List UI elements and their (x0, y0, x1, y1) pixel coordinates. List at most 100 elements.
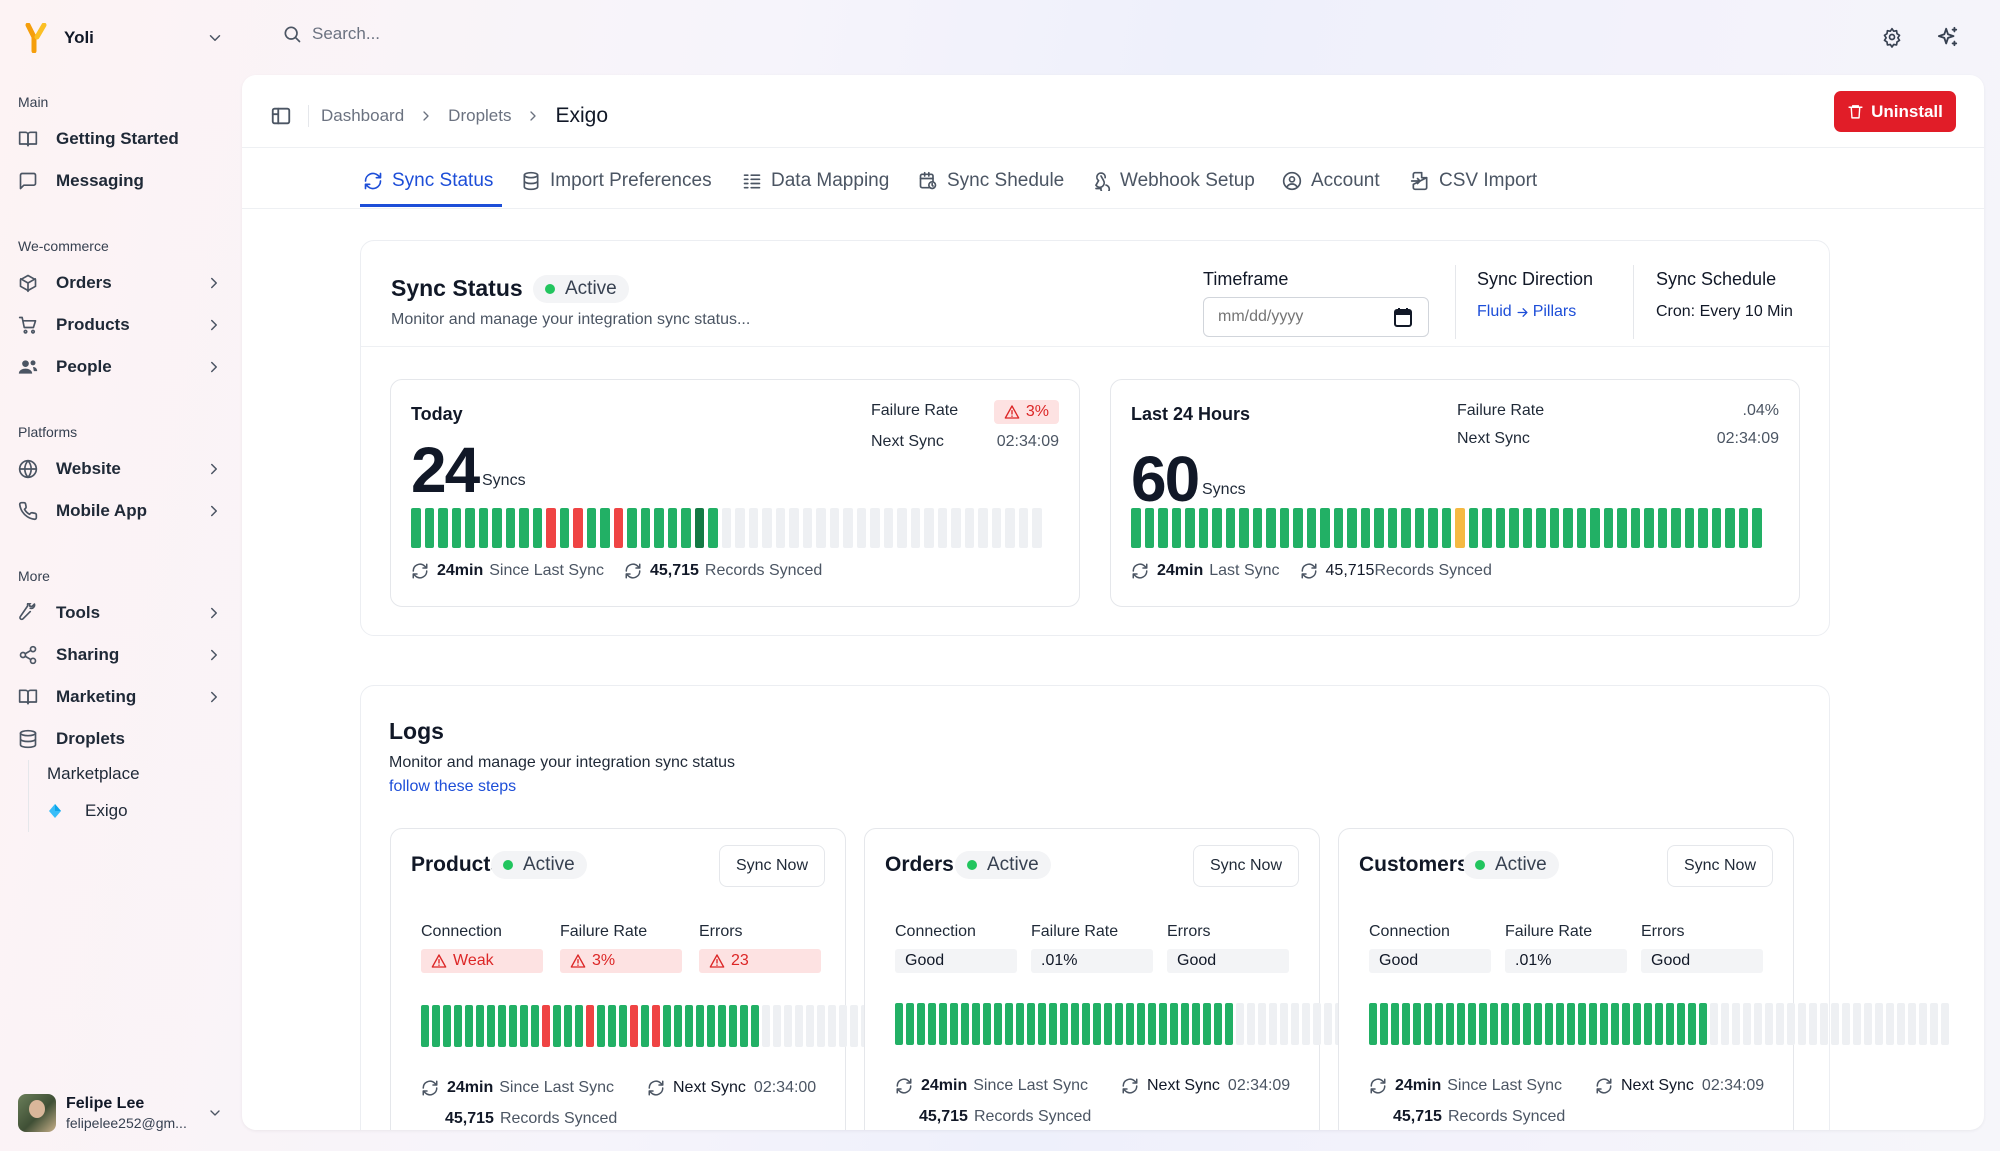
errors-label: Errors (1167, 923, 1211, 940)
tab-label: CSV Import (1439, 170, 1538, 191)
tab-label: Webhook Setup (1120, 170, 1255, 191)
search-bar[interactable]: Search... (282, 24, 380, 44)
sidebar-item-people[interactable]: People (18, 350, 223, 384)
sync-bar (895, 1003, 903, 1045)
sync-now-button[interactable]: Sync Now (718, 845, 825, 887)
sync-bar (1738, 508, 1748, 548)
refresh-icon (648, 1080, 664, 1096)
sync-bar (1239, 508, 1249, 548)
sync-bar (546, 508, 556, 548)
sync-bar (597, 1005, 605, 1047)
today-next-value: 02:34:09 (996, 433, 1059, 450)
sync-bar (850, 1005, 858, 1047)
sync-bar (487, 1005, 495, 1047)
uninstall-button[interactable]: Uninstall (1834, 91, 1956, 132)
sync-bar (1545, 1003, 1553, 1045)
logs-card: Logs Monitor and manage your integration… (360, 685, 1949, 1130)
sync-bar (1853, 1003, 1861, 1045)
tab-sync-status[interactable]: Sync Status (363, 163, 493, 199)
chevron-right-icon (211, 649, 217, 661)
sidebar-item-label: Mobile App (56, 501, 147, 520)
sync-bar (906, 1003, 914, 1045)
sync-now-button[interactable]: Sync Now (1192, 845, 1299, 887)
sync-bar (619, 1005, 627, 1047)
database-icon (523, 171, 539, 191)
sync-now-button[interactable]: Sync Now (1666, 845, 1773, 887)
sync-bar (542, 1005, 550, 1047)
tab-account[interactable]: Account (1282, 163, 1380, 199)
tab-sync-schedule[interactable]: Sync Shedule (918, 163, 1064, 199)
tab-csv-import[interactable]: CSV Import (1410, 163, 1537, 199)
sync-bar (1820, 1003, 1828, 1045)
sync-bar (816, 508, 826, 548)
since-label: Since Last Sync (489, 562, 604, 579)
follow-steps-link[interactable]: follow these steps (389, 778, 517, 795)
log-card-title: Products (411, 853, 503, 876)
sync-bar (924, 508, 934, 548)
tab-data-mapping[interactable]: Data Mapping (742, 163, 889, 199)
sidebar-item-marketplace[interactable]: Marketplace (47, 764, 140, 783)
sync-bar (1005, 508, 1015, 548)
refresh-icon (1122, 1078, 1138, 1094)
sync-bar (443, 1005, 451, 1047)
sync-bar (789, 508, 799, 548)
sync-bar (553, 1005, 561, 1047)
chevron-down-icon (209, 35, 221, 41)
tab-webhook-setup[interactable]: Webhook Setup (1091, 163, 1255, 199)
sidebar-item-droplets[interactable]: Droplets (18, 722, 223, 756)
sidebar-item-exigo[interactable]: Exigo (47, 801, 128, 821)
settings-gear-icon[interactable] (1882, 26, 1902, 48)
sidebar-item-getting-started[interactable]: Getting Started (18, 122, 223, 156)
sync-bar (1060, 1003, 1068, 1045)
warning-triangle-icon (431, 954, 447, 968)
last24-failure-label: Failure Rate (1457, 402, 1545, 419)
sync-bar (674, 1005, 682, 1047)
sync-bar (1049, 1003, 1057, 1045)
breadcrumb-droplets[interactable]: Droplets (448, 106, 512, 125)
records-label: Records Synced (704, 562, 823, 579)
sync-bar (917, 1003, 925, 1045)
user-name: Felipe Lee (66, 1095, 145, 1112)
status-label: Active (565, 278, 617, 299)
sidebar-item-messaging[interactable]: Messaging (18, 164, 223, 198)
sidebar-item-tools[interactable]: Tools (18, 596, 223, 630)
sync-bar (559, 508, 569, 548)
sidebar-item-products[interactable]: Products (18, 308, 223, 342)
sync-bar (1198, 508, 1208, 548)
sparkles-icon[interactable] (1937, 26, 1959, 48)
warning-triangle-icon (570, 954, 586, 968)
sync-bar (1266, 508, 1276, 548)
user-menu[interactable]: Felipe Lee felipelee252@gm... (18, 1092, 223, 1134)
sidebar-item-sharing[interactable]: Sharing (18, 638, 223, 672)
sidebar-toggle-icon[interactable] (270, 105, 292, 127)
sidebar-item-website[interactable]: Website (18, 452, 223, 486)
sync-bar (1016, 1003, 1024, 1045)
timeframe-date-input[interactable] (1203, 297, 1429, 337)
since-value: 24min (1395, 1077, 1442, 1094)
sidebar-item-marketing[interactable]: Marketing (18, 680, 223, 714)
sync-bar (1776, 1003, 1784, 1045)
sync-bar (1633, 1003, 1641, 1045)
search-input[interactable]: Search... (312, 24, 381, 43)
sync-bar (696, 1005, 704, 1047)
today-sync-count: 24 (411, 434, 480, 506)
calendar-icon[interactable] (1394, 307, 1412, 327)
errors-field: Errors Good (1641, 923, 1763, 973)
connection-label: Connection (421, 923, 502, 940)
sync-bar (1428, 508, 1438, 548)
sidebar-item-orders[interactable]: Orders (18, 266, 223, 300)
tab-import-preferences[interactable]: Import Preferences (521, 163, 712, 199)
status-dot (503, 860, 513, 870)
sync-bar (1247, 1003, 1255, 1045)
sidebar-item-mobile-app[interactable]: Mobile App (18, 494, 223, 528)
webhook-icon (1095, 172, 1111, 191)
sync-bar (573, 508, 583, 548)
section-title-main: Main (18, 94, 49, 110)
sync-bar (1158, 508, 1168, 548)
workspace-switcher[interactable]: Yoli (24, 20, 224, 56)
breadcrumb-dashboard[interactable]: Dashboard (321, 106, 405, 125)
calendar-clock-icon (919, 171, 937, 190)
sync-bar (1291, 1003, 1299, 1045)
sync-bar (1603, 508, 1613, 548)
sync-bar (951, 508, 961, 548)
